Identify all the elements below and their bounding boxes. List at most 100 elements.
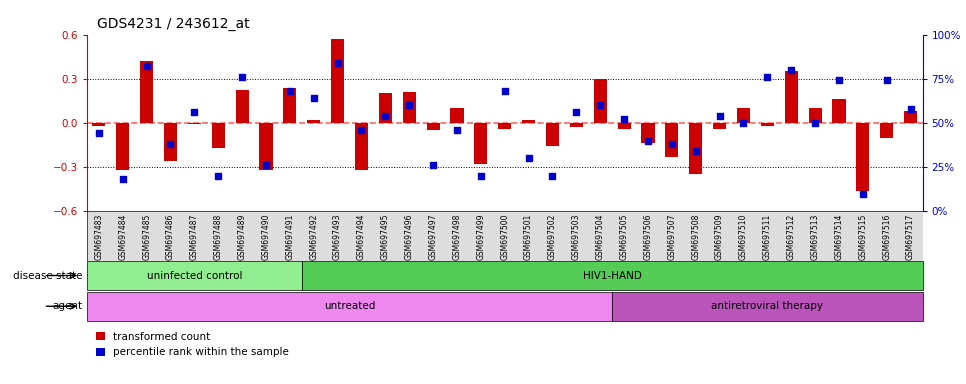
Text: GSM697499: GSM697499 — [476, 214, 485, 260]
Point — [664, 141, 679, 147]
Bar — [641, 123, 655, 144]
Text: HIV1-HAND: HIV1-HAND — [582, 270, 641, 281]
Point — [235, 74, 250, 80]
Point — [139, 63, 155, 70]
Bar — [904, 111, 917, 123]
Point — [473, 173, 489, 179]
Bar — [666, 123, 678, 157]
Point — [497, 88, 512, 94]
Point — [211, 173, 226, 179]
Bar — [427, 123, 440, 130]
Bar — [498, 123, 511, 129]
Bar — [833, 99, 845, 123]
Text: GSM697500: GSM697500 — [500, 214, 509, 260]
Bar — [355, 123, 368, 170]
Text: GSM697514: GSM697514 — [835, 214, 843, 260]
Point — [879, 78, 895, 84]
Bar — [140, 61, 154, 123]
Text: GSM697493: GSM697493 — [333, 214, 342, 260]
Point — [186, 109, 202, 115]
Text: GSM697489: GSM697489 — [238, 214, 246, 260]
Text: GSM697513: GSM697513 — [810, 214, 819, 260]
Text: GSM697505: GSM697505 — [619, 214, 629, 260]
Text: GSM697508: GSM697508 — [692, 214, 700, 260]
FancyBboxPatch shape — [87, 292, 612, 321]
Point — [329, 60, 346, 66]
FancyBboxPatch shape — [301, 261, 923, 290]
Point — [569, 109, 584, 115]
Text: GSM697517: GSM697517 — [906, 214, 915, 260]
Bar — [93, 123, 105, 126]
Text: GSM697501: GSM697501 — [525, 214, 533, 260]
Text: GSM697506: GSM697506 — [643, 214, 652, 260]
Point — [282, 88, 298, 94]
Bar — [856, 123, 869, 190]
Legend: transformed count, percentile rank within the sample: transformed count, percentile rank withi… — [92, 328, 293, 361]
Point — [831, 78, 846, 84]
Point — [855, 190, 870, 197]
Text: GSM697504: GSM697504 — [596, 214, 605, 260]
Bar — [809, 108, 822, 123]
Bar — [236, 91, 248, 123]
Point — [688, 148, 703, 154]
Bar — [450, 108, 464, 123]
Text: GSM697483: GSM697483 — [95, 214, 103, 260]
Text: GSM697496: GSM697496 — [405, 214, 413, 260]
Text: GSM697494: GSM697494 — [357, 214, 366, 260]
Point — [736, 120, 752, 126]
Bar — [761, 123, 774, 126]
Point — [91, 131, 106, 137]
Text: GSM697487: GSM697487 — [190, 214, 199, 260]
Text: GSM697488: GSM697488 — [213, 214, 223, 260]
Bar — [689, 123, 702, 174]
Bar — [331, 39, 344, 123]
FancyBboxPatch shape — [612, 292, 923, 321]
Point — [402, 102, 417, 108]
Bar — [283, 88, 297, 123]
Bar — [784, 71, 798, 123]
Point — [640, 137, 656, 144]
Bar — [307, 120, 321, 123]
Point — [903, 106, 919, 112]
Text: GSM697510: GSM697510 — [739, 214, 748, 260]
Text: GSM697511: GSM697511 — [763, 214, 772, 260]
Text: GSM697485: GSM697485 — [142, 214, 151, 260]
Text: GSM697498: GSM697498 — [452, 214, 462, 260]
Point — [759, 74, 775, 80]
Bar — [522, 120, 535, 123]
Point — [808, 120, 823, 126]
Bar — [546, 123, 559, 146]
Text: GSM697509: GSM697509 — [715, 214, 724, 260]
Bar — [594, 79, 607, 123]
Text: GSM697486: GSM697486 — [166, 214, 175, 260]
Text: antiretroviral therapy: antiretroviral therapy — [711, 301, 823, 311]
Bar — [570, 123, 582, 127]
Text: GSM697495: GSM697495 — [381, 214, 390, 260]
Bar — [260, 123, 272, 170]
Point — [378, 113, 393, 119]
Bar — [212, 123, 225, 148]
Point — [162, 141, 179, 147]
Point — [306, 95, 322, 101]
Text: GSM697502: GSM697502 — [548, 214, 557, 260]
Point — [258, 162, 273, 168]
Bar — [403, 92, 415, 123]
Point — [354, 127, 369, 133]
Point — [115, 176, 130, 182]
Bar — [116, 123, 129, 170]
Bar — [880, 123, 894, 137]
Text: agent: agent — [52, 301, 82, 311]
Point — [545, 173, 560, 179]
Point — [712, 113, 727, 119]
Text: GSM697491: GSM697491 — [285, 214, 295, 260]
Point — [449, 127, 465, 133]
Point — [425, 162, 440, 168]
Text: GSM697497: GSM697497 — [429, 214, 438, 260]
Text: untreated: untreated — [324, 301, 375, 311]
Text: GDS4231 / 243612_at: GDS4231 / 243612_at — [97, 17, 249, 31]
Bar — [617, 123, 631, 129]
Text: GSM697503: GSM697503 — [572, 214, 581, 260]
Text: uninfected control: uninfected control — [147, 270, 242, 281]
Point — [783, 67, 799, 73]
Text: GSM697484: GSM697484 — [118, 214, 128, 260]
